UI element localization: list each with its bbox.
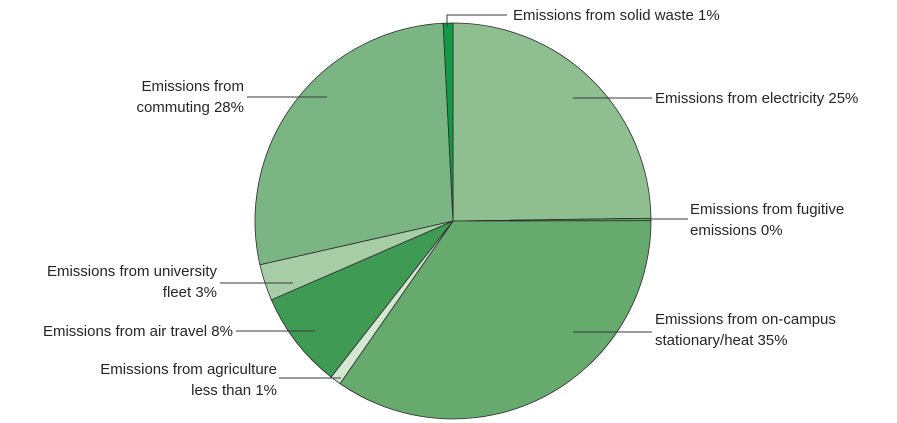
slice-label-line: Emissions from <box>141 78 244 95</box>
slice-label-line: Emissions from air travel 8% <box>43 323 233 340</box>
slice-label-air-travel: Emissions from air travel 8% <box>43 323 233 340</box>
slice-label-line: Emissions from electricity 25% <box>655 90 858 107</box>
slice-label-line: Emissions from solid waste 1% <box>513 7 720 24</box>
pie-slice-solid-waste <box>442 22 454 222</box>
slice-label-line: commuting 28% <box>136 99 244 116</box>
slice-label-line: Emissions from fugitive <box>690 201 844 218</box>
slice-label-fleet: Emissions from university fleet 3% <box>47 263 218 301</box>
slice-label-fugitive: Emissions from fugitive emissions 0% <box>690 201 844 239</box>
pie-slice-stationary <box>339 220 652 420</box>
slice-label-agriculture: Emissions from agriculture less than 1% <box>100 361 277 399</box>
slice-label-line: stationary/heat 35% <box>655 332 788 349</box>
slice-label-line: less than 1% <box>191 382 277 399</box>
slice-label-line: Emissions from university <box>47 263 218 280</box>
slice-label-electricity: Emissions from electricity 25% <box>655 90 858 107</box>
slice-label-commuting: Emissions from commuting 28% <box>136 78 244 116</box>
pie-slice-commuting <box>254 22 454 266</box>
pie-slice-electricity <box>452 22 652 222</box>
slice-label-line: Emissions from on-campus <box>655 311 836 328</box>
leader-lines <box>220 14 688 379</box>
slice-label-line: emissions 0% <box>690 222 783 239</box>
slice-label-line: fleet 3% <box>163 284 217 301</box>
slice-label-line: Emissions from agriculture <box>100 361 277 378</box>
leader-line-solid-waste <box>446 14 507 27</box>
slice-label-solid-waste: Emissions from solid waste 1% <box>513 7 720 24</box>
pie-slices <box>254 22 652 420</box>
slice-label-stationary: Emissions from on-campus stationary/heat … <box>655 311 836 349</box>
slice-labels: Emissions from electricity 25% Emissions … <box>43 7 858 399</box>
pie-slice-air-travel <box>270 220 454 378</box>
